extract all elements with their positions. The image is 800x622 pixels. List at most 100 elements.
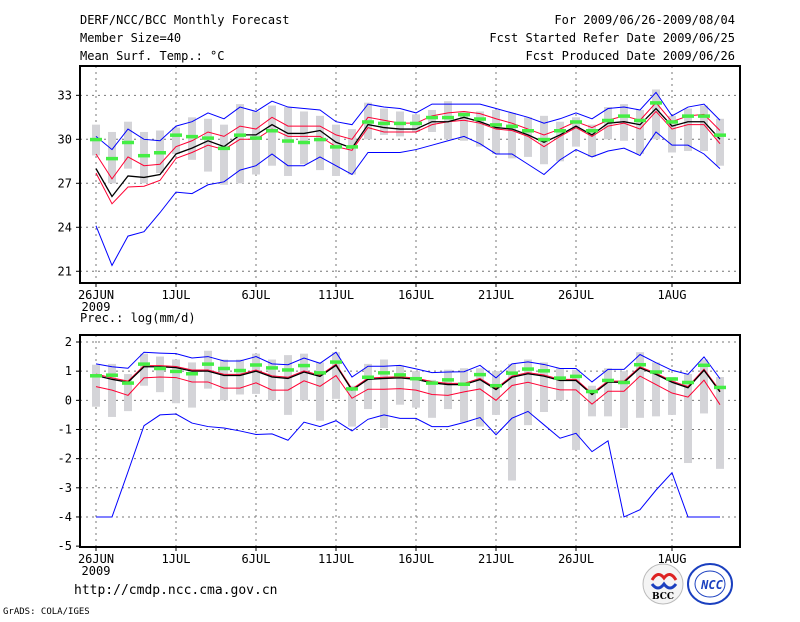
range-bar	[188, 117, 196, 160]
x-tick-label: 11JUL	[318, 552, 354, 566]
median-mark	[138, 153, 150, 158]
median-mark	[538, 369, 550, 373]
range-bar	[556, 368, 564, 401]
median-mark	[650, 370, 662, 374]
median-mark	[586, 129, 598, 133]
series-line-mean	[95, 107, 721, 198]
range-bar	[604, 368, 612, 417]
x-tick-label: 1AUG	[658, 552, 687, 566]
median-mark	[202, 362, 214, 366]
range-bar	[236, 359, 244, 395]
range-bar	[460, 368, 468, 423]
median-mark	[138, 362, 150, 366]
range-bar	[284, 355, 292, 415]
y-tick-label: 27	[58, 176, 72, 190]
median-mark	[618, 114, 630, 118]
median-mark	[234, 133, 246, 137]
range-bar	[508, 363, 516, 481]
produced-date: Fcst Produced Date 2009/06/26	[525, 49, 735, 63]
x-tick-label: 21JUL	[478, 552, 514, 566]
range-bar	[556, 121, 564, 162]
median-mark	[250, 136, 262, 140]
range-bar	[380, 359, 388, 429]
range-bar	[220, 124, 228, 185]
y-tick-label: 30	[58, 132, 72, 146]
forecast-period: For 2009/06/26-2009/08/04	[554, 13, 735, 27]
x-tick-label: 1JUL	[162, 288, 191, 302]
bcc-logo-text: BCC	[652, 592, 674, 602]
range-bar	[508, 112, 516, 159]
variable-label: Mean Surf. Temp.: °C	[80, 49, 225, 63]
range-bar	[348, 129, 356, 175]
range-bar	[524, 117, 532, 157]
median-mark	[602, 118, 614, 123]
x-tick-label: 21JUL	[478, 288, 514, 302]
range-bar	[172, 359, 180, 404]
range-bar	[700, 105, 708, 152]
range-bar	[124, 121, 132, 169]
ncc-logo: NCC	[687, 563, 733, 605]
range-bar	[620, 104, 628, 141]
median-mark	[634, 362, 646, 367]
range-bar	[476, 368, 484, 427]
range-bar	[492, 109, 500, 154]
series-line-upper	[95, 101, 721, 180]
range-bar	[156, 356, 164, 393]
range-bar	[316, 362, 324, 421]
median-mark	[394, 373, 406, 377]
ncc-logo-text: NCC	[700, 578, 723, 592]
median-mark	[458, 382, 470, 386]
median-mark	[666, 120, 678, 124]
median-mark	[538, 137, 550, 142]
range-bar	[348, 385, 356, 427]
median-mark	[522, 129, 534, 133]
range-bar	[684, 108, 692, 152]
range-bar	[652, 362, 660, 417]
median-mark	[250, 363, 262, 367]
median-mark	[474, 372, 486, 377]
median-mark	[394, 121, 406, 126]
range-bar	[668, 115, 676, 153]
median-mark	[442, 378, 454, 382]
range-bar	[460, 111, 468, 141]
member-size: Member Size=40	[80, 31, 181, 45]
median-mark	[314, 137, 326, 142]
median-mark	[346, 145, 358, 149]
median-mark	[698, 114, 710, 118]
grads-credit: GrADS: COLA/IGES	[3, 607, 90, 617]
x-tick-label: 26JUL	[558, 288, 594, 302]
range-bar	[428, 379, 436, 418]
range-bar	[684, 374, 692, 464]
median-mark	[378, 121, 390, 126]
median-mark	[554, 129, 566, 133]
series-line-mean	[95, 364, 721, 396]
y-tick-label: 2	[65, 335, 72, 349]
median-mark	[506, 124, 518, 129]
range-bar	[540, 362, 548, 412]
range-bar	[92, 364, 100, 407]
x-year-label: 2009	[82, 564, 111, 578]
range-bar	[124, 374, 132, 412]
range-bar	[716, 118, 724, 166]
y-tick-label: 1	[65, 364, 72, 378]
range-bar	[716, 376, 724, 469]
median-mark	[282, 368, 294, 372]
median-mark	[426, 381, 438, 385]
source-url[interactable]: http://cmdp.ncc.cma.gov.cn	[74, 583, 278, 598]
series-line-min	[95, 131, 721, 267]
median-mark	[186, 134, 198, 139]
median-mark	[410, 376, 422, 381]
median-mark	[682, 114, 694, 118]
precipitation-chart: -5 -4 -3 -2 -1 0 1 2 26JUN 1JUL 6JUL 11JUL 16JUL 21JU…	[58, 334, 741, 578]
x-tick-label: 16JUL	[398, 552, 434, 566]
range-bar	[620, 371, 628, 429]
median-mark	[410, 121, 422, 126]
range-bar	[188, 362, 196, 408]
median-mark	[202, 136, 214, 140]
median-mark	[490, 123, 502, 127]
median-mark	[714, 385, 726, 390]
x-tick-label: 6JUL	[242, 288, 271, 302]
plot-frame	[79, 334, 741, 548]
median-mark	[714, 133, 726, 137]
median-mark	[266, 366, 278, 370]
